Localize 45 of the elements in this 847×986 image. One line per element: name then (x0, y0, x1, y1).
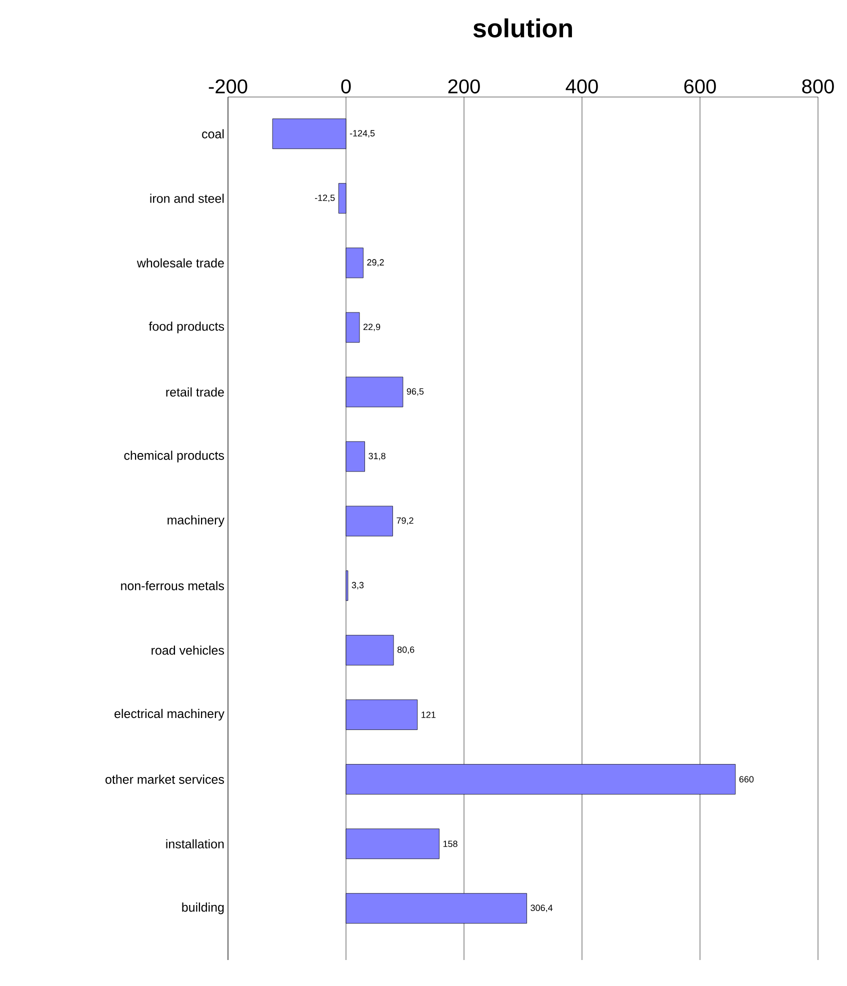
x-tick-label: 200 (448, 79, 480, 94)
bar (272, 118, 346, 149)
bar (346, 893, 527, 924)
data-label: 96,5 (406, 388, 424, 396)
bar (346, 441, 365, 472)
data-label: 158 (443, 840, 458, 848)
y-tick-label: road vehicles (152, 646, 224, 655)
y-tick-label: other market services (106, 774, 224, 784)
bar (346, 828, 440, 860)
data-label: 306,4 (530, 904, 553, 912)
bar (346, 376, 404, 408)
y-tick-label: non-ferrous metals (121, 581, 224, 590)
data-label: 29,2 (367, 259, 384, 267)
data-label: -12,5 (314, 194, 335, 202)
bar (346, 312, 360, 343)
bar (346, 506, 393, 536)
bar (346, 248, 364, 278)
x-tick-label: 0 (341, 79, 351, 94)
x-tick-label: -200 (208, 79, 248, 94)
data-label: 31,8 (368, 452, 386, 460)
x-tick-label: 600 (684, 79, 716, 94)
bar (346, 700, 418, 730)
chart-title: solution (473, 18, 572, 38)
y-tick-label: retail trade (166, 387, 224, 397)
x-tick-label: 400 (566, 79, 598, 94)
y-tick-label: chemical products (124, 450, 224, 462)
data-label: 3,3 (352, 582, 364, 590)
bar (338, 183, 346, 214)
data-label: 79,2 (396, 517, 414, 525)
y-tick-label: installation (166, 839, 224, 848)
data-label: 660 (739, 776, 754, 782)
y-tick-label: coal (202, 129, 224, 138)
data-label: 121 (422, 712, 436, 718)
y-tick-label: electrical machinery (114, 708, 224, 721)
data-label: -124,5 (350, 130, 375, 138)
x-tick-label: 800 (802, 79, 834, 94)
y-tick-label: machinery (168, 515, 224, 527)
y-tick-label: food products (148, 322, 224, 334)
data-label: 22,9 (364, 324, 380, 332)
y-tick-label: iron and steel (150, 194, 224, 203)
y-tick-label: wholesale trade (136, 258, 224, 268)
bar (346, 764, 736, 794)
data-label: 80,6 (397, 646, 414, 654)
bar (346, 634, 394, 666)
y-tick-label: building (182, 902, 224, 914)
